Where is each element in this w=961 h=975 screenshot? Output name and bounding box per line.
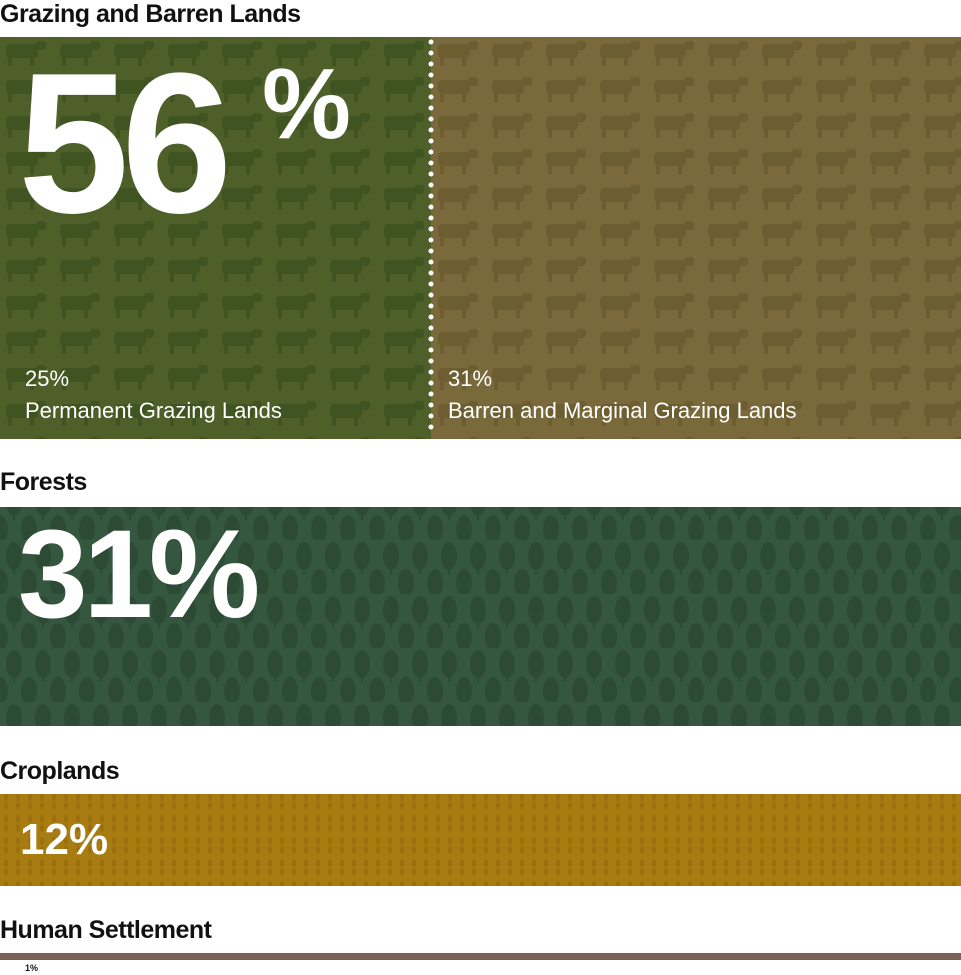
section-title: Grazing and Barren Lands bbox=[0, 0, 301, 28]
wheat-pattern bbox=[0, 794, 961, 886]
part-value: 25% bbox=[25, 366, 69, 391]
cow-pattern bbox=[431, 37, 961, 439]
cow-pattern bbox=[0, 37, 431, 439]
section-title: Human Settlement bbox=[0, 916, 213, 944]
tree-pattern bbox=[0, 507, 961, 726]
part-label: Barren and Marginal Grazing Lands bbox=[448, 398, 797, 423]
big-percent: 31% bbox=[18, 505, 257, 644]
big-percent: 12% bbox=[20, 815, 108, 864]
percent-sign: % bbox=[262, 48, 351, 160]
section-title: Croplands bbox=[0, 757, 119, 785]
section-title: Forests bbox=[0, 468, 87, 496]
part-label: Permanent Grazing Lands bbox=[25, 398, 282, 423]
settlement-block bbox=[0, 953, 961, 960]
part-value: 31% bbox=[448, 366, 492, 391]
small-percent: 1% bbox=[25, 963, 38, 973]
big-percent: 56 bbox=[18, 32, 225, 255]
